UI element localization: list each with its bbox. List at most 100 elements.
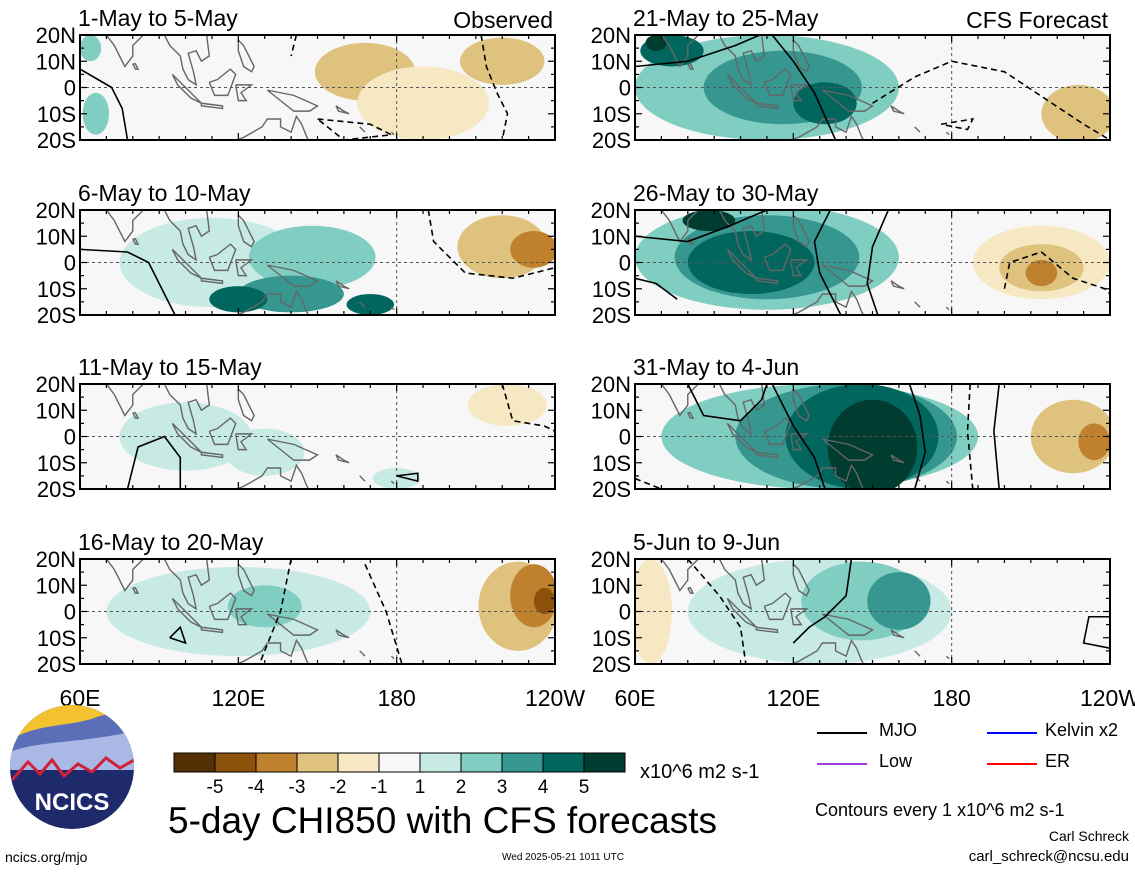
coastline [789, 638, 865, 664]
coastline [80, 210, 145, 243]
author-email[interactable]: carl_schreck@ncsu.edu [968, 848, 1129, 865]
coastline [359, 126, 366, 133]
y-tick-label: 20N [36, 23, 76, 48]
y-tick-label: 10S [37, 451, 76, 476]
mjo-contour [1082, 615, 1110, 650]
coastline [200, 451, 224, 459]
coastline [792, 214, 810, 248]
coastline [890, 105, 905, 115]
legend-label-er: ER [1045, 751, 1071, 771]
legend-swatch-mjo [817, 732, 867, 734]
coastline [200, 277, 224, 285]
coastline [390, 655, 395, 660]
y-tick-label: 20S [592, 652, 631, 677]
y-tick-label: 0 [619, 600, 631, 625]
x-tick-label: 120W [525, 685, 585, 711]
coastline [635, 384, 700, 417]
coastline [266, 438, 319, 461]
coastline [335, 280, 350, 290]
y-tick-label: 10N [36, 398, 76, 423]
mjo-contour [480, 35, 509, 140]
color-bar-swatch [542, 752, 585, 773]
color-bar-label: -1 [371, 777, 388, 798]
mjo-contour [396, 472, 419, 483]
anomaly-region [209, 286, 268, 313]
x-tick-label: 180 [377, 685, 415, 711]
y-tick-label: 10N [36, 573, 76, 598]
coastline [914, 301, 921, 308]
coastline [790, 433, 809, 451]
coastline [235, 84, 254, 102]
site-link[interactable]: ncics.org/mjo [5, 849, 88, 865]
anomaly-region [1041, 84, 1110, 140]
mjo-contour [317, 118, 395, 140]
y-tick-label: 20S [592, 128, 631, 153]
x-tick-label: 120W [1080, 685, 1135, 711]
coastline [687, 238, 695, 245]
coastline [359, 301, 366, 308]
coastline [335, 105, 350, 115]
coastline [237, 214, 255, 248]
coastline [635, 559, 700, 592]
coastline [821, 264, 874, 287]
mjo-contour [427, 210, 555, 280]
mjo-contour [866, 210, 890, 315]
coastline [200, 102, 224, 110]
y-tick-label: 20S [592, 477, 631, 502]
coastline [890, 454, 905, 464]
coastline [163, 384, 211, 436]
coastline [755, 626, 779, 634]
mjo-contour [80, 248, 176, 315]
observed-label: Observed [453, 7, 553, 33]
coastline [200, 626, 224, 634]
mjo-contour [501, 384, 555, 432]
color-bar: -5 -4 -3 -2 -1 1 2 3 4 5 [173, 752, 626, 798]
coastline [890, 629, 905, 639]
anomaly-region [1025, 259, 1058, 287]
mjo-contour [126, 435, 182, 489]
coastline [790, 84, 809, 102]
anomaly-region [533, 587, 555, 615]
anomaly-region [867, 572, 931, 630]
color-bar-swatch [460, 752, 503, 773]
coastline [163, 559, 211, 611]
y-tick-label: 10S [592, 626, 631, 651]
contour-note: Contours every 1 x10^6 m2 s-1 [815, 800, 1065, 820]
panel-period-label: 11-May to 15-May [78, 354, 262, 380]
color-bar-swatch [337, 752, 380, 773]
units-label: x10^6 m2 s-1 [640, 761, 760, 783]
mjo-contour [908, 384, 927, 489]
anomaly-region [82, 92, 110, 135]
y-tick-label: 20S [37, 477, 76, 502]
x-tick-label: 60E [615, 685, 656, 711]
y-tick-label: 10S [592, 277, 631, 302]
legend-swatch-low [817, 763, 867, 765]
color-bar-swatch [214, 752, 257, 773]
anomaly-region [682, 210, 736, 231]
anomaly-region [510, 231, 555, 268]
coastline [914, 126, 921, 133]
y-tick-label: 10S [37, 626, 76, 651]
mjo-contour [966, 384, 974, 489]
mjo-contour [258, 559, 292, 664]
color-bar-label: 2 [456, 777, 467, 798]
color-bar-swatch [501, 752, 544, 773]
coastline [163, 35, 211, 87]
mjo-contour [290, 35, 298, 57]
coastline [132, 587, 140, 594]
coastline [237, 563, 255, 597]
coastline [718, 559, 766, 611]
coastline [789, 114, 865, 140]
coastline [237, 388, 255, 422]
coastline [945, 131, 950, 136]
anomaly-region [793, 82, 857, 125]
y-tick-label: 20N [591, 547, 631, 572]
coastline [789, 463, 865, 489]
y-tick-label: 20N [36, 198, 76, 223]
x-tick-label: 180 [932, 685, 970, 711]
mjo-contour [635, 210, 768, 243]
